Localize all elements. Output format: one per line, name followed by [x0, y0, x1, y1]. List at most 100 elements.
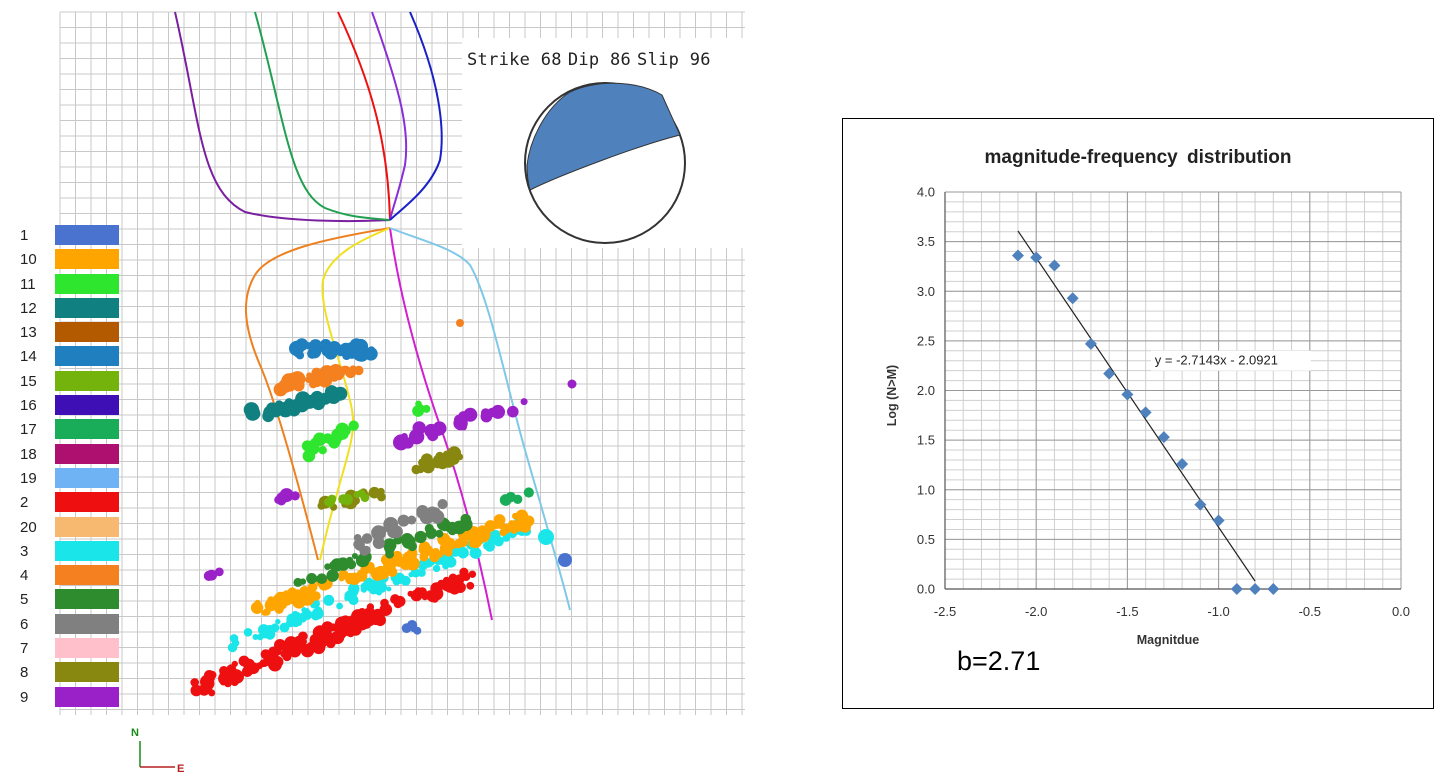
seismic-event: [272, 594, 284, 605]
well-trajectories: [174, 11, 571, 621]
seismic-event: [425, 527, 437, 539]
seismic-event: [311, 591, 321, 601]
seismic-event: [343, 365, 350, 373]
well-path-green: [254, 11, 391, 221]
legend-item-swatch: [55, 273, 119, 294]
seismic-event: [280, 602, 287, 609]
seismic-event: [218, 672, 232, 686]
y-tick-label: 1.0: [917, 482, 935, 497]
x-tick-label: 0.0: [1392, 604, 1410, 619]
legend-item: 18: [0, 443, 125, 467]
legend-item-swatch: [55, 467, 119, 488]
seismic-event: [357, 569, 365, 577]
legend-item-label: 8: [20, 664, 29, 682]
seismic-event: [311, 611, 321, 621]
legend-item-label: 9: [20, 688, 29, 706]
legend-item-label: 10: [20, 251, 37, 269]
compass-arrows: [139, 741, 175, 768]
seismic-event: [422, 404, 431, 413]
legend-item-label: 19: [20, 469, 37, 487]
legend-item-swatch: [55, 662, 119, 683]
seismic-event: [384, 542, 396, 554]
seismic-event: [261, 609, 268, 616]
seismic-event: [438, 556, 448, 566]
seismic-event: [316, 573, 328, 584]
seismic-event: [439, 542, 453, 555]
legend-item: 19: [0, 467, 125, 491]
data-point: [1011, 249, 1024, 262]
legend-item-label: 20: [20, 518, 37, 536]
data-point: [1176, 457, 1189, 470]
seismic-event: [357, 555, 369, 567]
legend-item-swatch: [55, 540, 119, 561]
seismic-event: [333, 386, 348, 401]
legend-item-swatch: [55, 322, 119, 343]
legend-item-label: 5: [20, 591, 29, 609]
trendline: [1017, 230, 1256, 582]
seismic-event: [432, 564, 441, 573]
data-point: [1121, 388, 1134, 401]
legend-item: 14: [0, 345, 125, 369]
data-point: [1212, 514, 1225, 527]
seismic-event: [322, 433, 333, 444]
seismic-event: [401, 534, 416, 549]
seismic-event: [326, 569, 339, 582]
seismic-event: [453, 539, 463, 549]
slip-label: Slip 96: [637, 50, 711, 70]
legend-item-swatch: [55, 492, 119, 513]
seismic-event: [454, 414, 465, 426]
data-point: [1084, 337, 1097, 350]
seismic-event: [318, 446, 327, 455]
legend-item-label: 12: [20, 299, 37, 317]
well-path-purple: [174, 11, 391, 223]
seismic-event: [226, 664, 237, 675]
legend-item: 3: [0, 540, 125, 564]
legend-item: 9: [0, 686, 125, 710]
seismic-event: [466, 581, 475, 590]
legend-item-label: 4: [20, 567, 29, 585]
seismic-event: [558, 553, 572, 567]
seismic-event: [214, 567, 224, 577]
seismic-event: [319, 392, 332, 405]
seismic-event: [415, 400, 422, 408]
seismic-event: [368, 346, 375, 353]
legend-item-swatch: [55, 419, 119, 440]
seismic-event: [470, 548, 476, 555]
seismic-event: [441, 579, 454, 592]
seismic-event: [432, 421, 447, 436]
seismic-event: [366, 603, 375, 611]
seismic-event: [416, 505, 429, 518]
seismic-event: [260, 649, 271, 660]
well-path-lightblue: [389, 227, 571, 611]
legend-item-label: 1: [20, 227, 29, 244]
seismic-event: [501, 523, 512, 534]
legend-item: 10: [0, 248, 125, 272]
data-point: [1103, 367, 1116, 380]
seismic-event: [299, 578, 307, 585]
seismic-event: [337, 428, 347, 438]
seismic-event: [361, 618, 372, 629]
seismic-event: [229, 634, 239, 643]
seismic-event: [292, 341, 305, 354]
seismic-event: [352, 352, 360, 359]
data-point: [1267, 583, 1280, 595]
seismic-event: [408, 571, 414, 578]
legend-item-label: 11: [20, 275, 36, 293]
seismic-event: [442, 455, 456, 468]
seismic-event: [477, 525, 487, 534]
seismic-event: [513, 494, 523, 504]
seismic-event: [334, 561, 341, 568]
x-tick-label: -0.5: [1299, 604, 1321, 619]
focal-mechanism-label: Strike 68 Dip 86 Slip 96: [467, 50, 717, 70]
legend-item: 1: [0, 224, 125, 248]
legend-item-label: 7: [20, 640, 29, 658]
legend-item-label: 17: [20, 421, 37, 439]
seismic-event: [341, 493, 353, 506]
seismic-event: [436, 550, 444, 558]
seismic-event: [523, 515, 535, 527]
seismic-event: [309, 372, 324, 387]
legend-item: 13: [0, 321, 125, 345]
seismic-event: [307, 582, 318, 592]
seismic-event: [304, 612, 312, 620]
seismic-event: [461, 572, 471, 581]
